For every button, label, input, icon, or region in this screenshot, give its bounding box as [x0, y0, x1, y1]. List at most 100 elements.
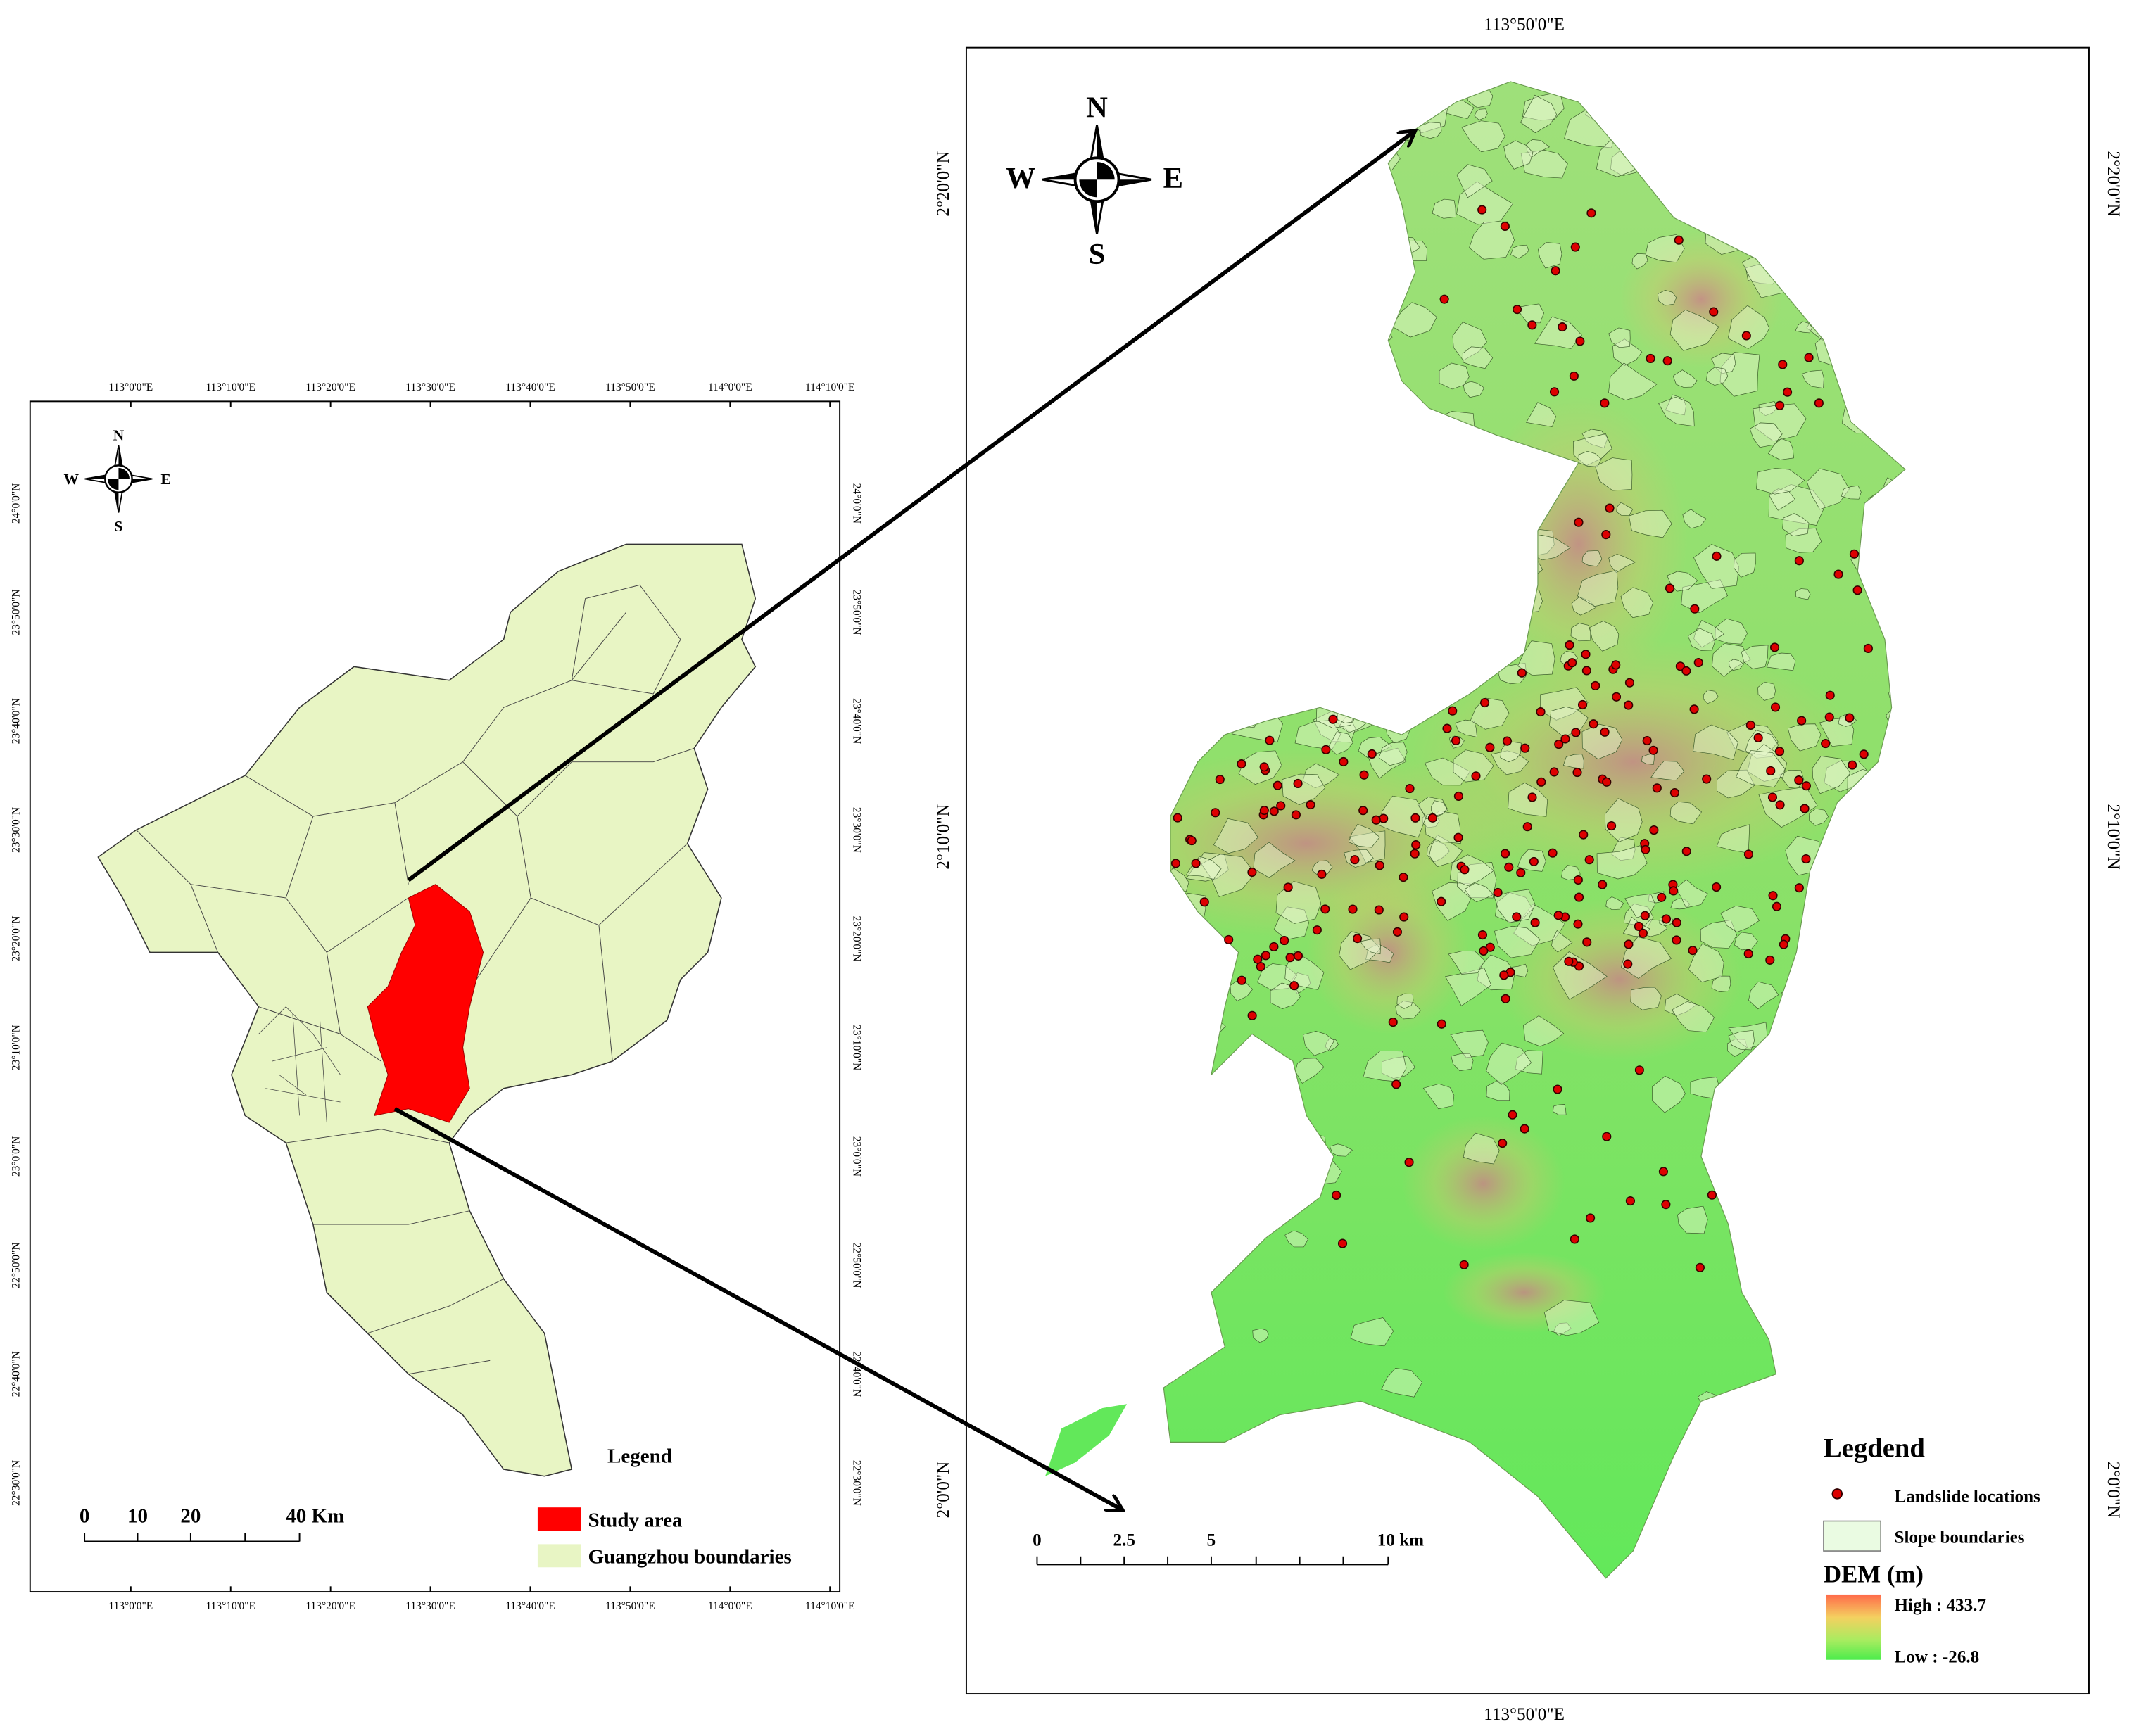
landslide: [1800, 804, 1810, 813]
landslide: [1527, 792, 1537, 802]
lat-label: 22°30'0"N: [850, 1460, 862, 1506]
landslide: [1522, 822, 1532, 832]
slope-boundary: [1463, 1132, 1500, 1165]
landslide: [1567, 658, 1577, 668]
slope-boundary: [1424, 757, 1471, 786]
dem-ramp: [1826, 1594, 1881, 1660]
slope-boundary: [1273, 906, 1309, 940]
legend-swatch: [537, 1507, 581, 1531]
landslide: [1801, 854, 1811, 864]
slope-boundary: [1688, 943, 1724, 983]
landslide: [1591, 680, 1600, 690]
landslide: [1529, 856, 1539, 866]
lat-label: 23°50'0"N: [10, 589, 22, 635]
slope-boundary: [1422, 1083, 1455, 1110]
landslide: [1520, 1124, 1529, 1134]
landslide: [1601, 530, 1611, 540]
slope-boundary: [1486, 1080, 1510, 1101]
slope-boundary: [1734, 552, 1756, 578]
slope-boundary: [1553, 1322, 1572, 1337]
lat-label: 24°0'0"N: [850, 483, 862, 524]
slope-boundary: [1252, 1328, 1269, 1343]
slope-boundary: [1719, 352, 1760, 397]
dem-high: High : 433.7: [1894, 1596, 1986, 1615]
landslide: [1337, 1238, 1348, 1248]
landslide: [1215, 775, 1225, 785]
slope-boundary: [1452, 322, 1487, 361]
slope-boundary: [1812, 756, 1851, 794]
landslide: [1253, 954, 1263, 964]
landslide: [1367, 749, 1377, 759]
landslide: [1460, 865, 1470, 875]
relief: [1401, 1115, 1565, 1252]
landslide: [1247, 1010, 1257, 1020]
compass-e: E: [160, 471, 170, 488]
slope-boundary: [1715, 618, 1748, 645]
landslide: [1451, 735, 1461, 746]
landslide: [1504, 862, 1514, 872]
landslide: [1669, 788, 1680, 798]
slope-boundary: [1705, 367, 1729, 386]
lat-label: 23°0'0"N: [850, 1136, 862, 1177]
landslide: [1477, 205, 1487, 215]
legend-label: Study area: [588, 1509, 683, 1531]
landslide: [1774, 747, 1785, 756]
landslide: [1574, 517, 1584, 527]
slope-boundary: [1461, 120, 1505, 153]
lon-label: 113°50'0"E: [1484, 15, 1565, 34]
landslide: [1689, 704, 1699, 714]
slope-boundary: [1658, 396, 1695, 427]
slope-boundary: [1381, 1368, 1423, 1398]
compass-w: W: [1006, 162, 1036, 195]
landslide: [1652, 783, 1662, 793]
landslide: [1500, 849, 1510, 859]
landslide: [1517, 668, 1527, 678]
landslide: [1498, 1139, 1508, 1148]
landslide: [1551, 266, 1560, 276]
slope-boundary: [1378, 742, 1408, 766]
slope-boundary: [1753, 403, 1807, 442]
lon-label: 113°40'0"E: [505, 1600, 555, 1612]
landslide: [1600, 727, 1610, 737]
landslide: [1479, 698, 1490, 708]
slope-boundary: [1726, 723, 1779, 756]
lat-label: 2°10'0"N: [934, 804, 953, 869]
slope-boundary: [1589, 621, 1620, 652]
landslide: [1453, 791, 1464, 801]
landslide: [1379, 813, 1389, 823]
slope-boundary: [1785, 528, 1822, 553]
slope-boundary: [1553, 1104, 1567, 1115]
landslide: [1794, 556, 1804, 566]
landslide: [1624, 678, 1635, 688]
landslide: [1702, 774, 1712, 784]
landslide: [1328, 714, 1338, 724]
landslide: [1600, 398, 1610, 408]
landslide: [1825, 690, 1835, 700]
lat-label: 22°50'0"N: [10, 1243, 22, 1288]
landslide: [1765, 955, 1775, 965]
slope-boundary: [1596, 845, 1648, 880]
landslide: [1571, 728, 1581, 737]
landslide: [1743, 849, 1754, 859]
landslide: [1512, 305, 1522, 315]
landslide: [1814, 398, 1824, 408]
lat-label: 23°40'0"N: [850, 698, 862, 744]
slope-boundary: [1809, 808, 1829, 826]
landslide: [1649, 825, 1659, 835]
landslide: [1485, 742, 1495, 752]
lat-label: 23°30'0"N: [850, 807, 862, 853]
slope-boundary: [1682, 509, 1707, 529]
lat-label: 2°0'0"N: [934, 1462, 953, 1519]
slope-boundary: [1253, 842, 1296, 878]
slope-boundary: [1520, 94, 1558, 134]
lat-label: 23°20'0"N: [10, 915, 22, 961]
slope-boundary: [1464, 882, 1494, 903]
landslide: [1187, 836, 1197, 846]
landslide: [1427, 813, 1438, 823]
slope-boundary: [1787, 723, 1822, 752]
compass-s: S: [114, 518, 122, 535]
landslide: [1845, 713, 1855, 723]
arrow: [407, 131, 1415, 882]
scale-label: 5: [1207, 1531, 1216, 1550]
